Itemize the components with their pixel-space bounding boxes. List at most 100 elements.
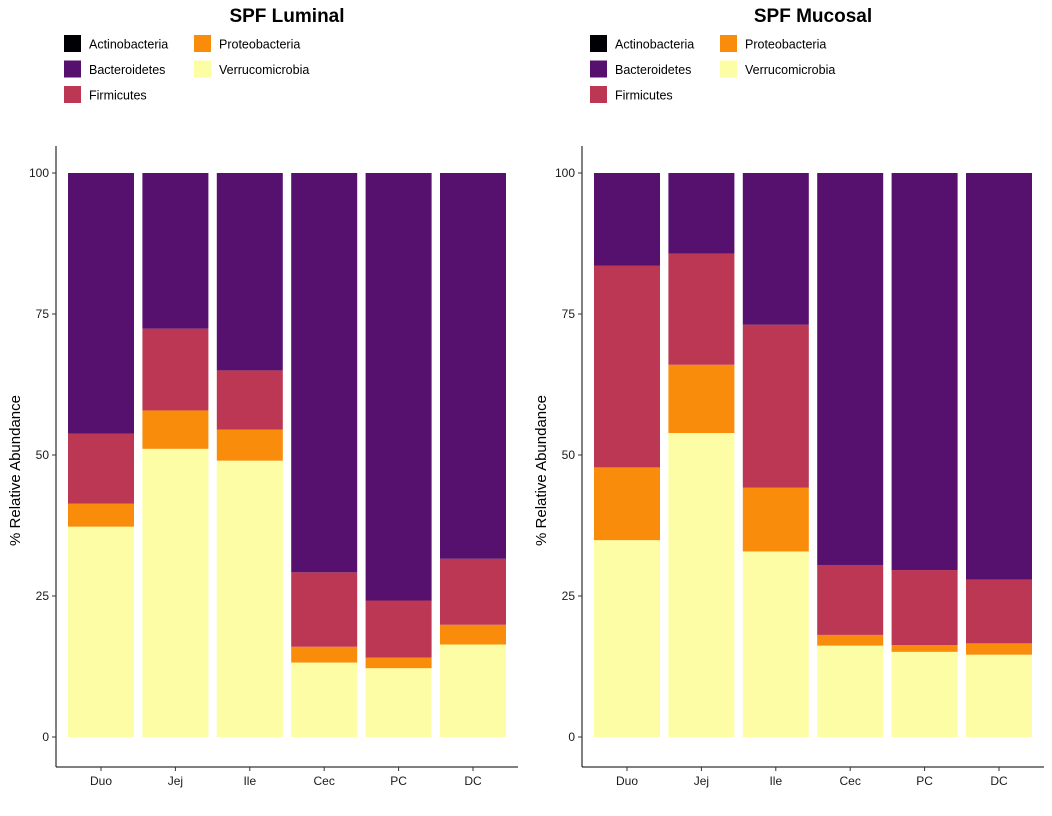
chart-panel-spf-luminal: SPF Luminal Actinobacteria Bacteroidetes Fi… (7, 6, 518, 788)
bar-jej-bacteroidetes (142, 173, 209, 329)
y-tick-label-0: 0 (568, 730, 575, 744)
bar-ile-verrucomicrobia (742, 551, 809, 737)
legend-item-proteobacteria: Proteobacteria (720, 35, 826, 52)
y-tick-label-25: 25 (562, 589, 576, 603)
y-tick-label-50: 50 (562, 448, 576, 462)
legend-label-verrucomicrobia: Verrucomicrobia (745, 63, 835, 77)
bar-duo-bacteroidetes (594, 173, 660, 266)
bar-duo-verrucomicrobia (68, 526, 134, 737)
legend-swatch-verrucomicrobia (720, 60, 737, 78)
legend-item-bacteroidetes: Bacteroidetes (590, 60, 691, 78)
bar-jej-proteobacteria (668, 364, 735, 434)
bar-stack-pc (365, 173, 432, 737)
bar-dc-verrucomicrobia (440, 644, 506, 737)
bar-dc-proteobacteria (440, 624, 506, 645)
legend-swatch-verrucomicrobia (194, 60, 211, 78)
legend-label-bacteroidetes: Bacteroidetes (615, 63, 691, 77)
y-tick-label-75: 75 (562, 307, 576, 321)
chart-title: SPF Mucosal (754, 6, 872, 27)
bar-dc-proteobacteria (966, 643, 1032, 655)
x-tick-label-pc: PC (916, 774, 933, 788)
legend-label-firmicutes: Firmicutes (89, 89, 147, 103)
x-tick-label-duo: Duo (616, 774, 638, 788)
bar-cec-bacteroidetes (291, 173, 358, 573)
bar-stack-duo (68, 173, 134, 737)
bars (594, 173, 1032, 737)
y-axis-label: % Relative Abundance (7, 395, 24, 546)
bar-cec-verrucomicrobia (817, 645, 884, 737)
legend-swatch-actinobacteria (590, 35, 607, 52)
x-tick-label-duo: Duo (90, 774, 112, 788)
legend: Actinobacteria Bacteroidetes Firmicutes Pro… (64, 35, 309, 103)
bar-ile-proteobacteria (742, 487, 809, 552)
bar-duo-firmicutes (594, 265, 660, 468)
bar-pc-proteobacteria (365, 657, 432, 669)
legend-label-verrucomicrobia: Verrucomicrobia (219, 63, 309, 77)
bar-jej-firmicutes (668, 253, 735, 365)
bar-pc-firmicutes (365, 600, 432, 658)
legend-label-proteobacteria: Proteobacteria (745, 38, 826, 52)
bar-stack-jej (668, 173, 735, 737)
bar-stack-cec (817, 173, 884, 737)
legend-swatch-proteobacteria (194, 35, 211, 52)
bar-pc-bacteroidetes (365, 173, 432, 601)
bar-ile-firmicutes (216, 370, 283, 430)
bar-dc-verrucomicrobia (966, 654, 1032, 737)
legend-item-firmicutes: Firmicutes (590, 86, 673, 103)
bar-pc-verrucomicrobia (891, 651, 958, 737)
y-tick-label-0: 0 (42, 730, 49, 744)
y-tick-label-100: 100 (555, 166, 575, 180)
bar-duo-proteobacteria (594, 467, 660, 541)
bar-duo-bacteroidetes (68, 173, 134, 434)
x-tick-label-ile: Ile (769, 774, 782, 788)
legend-label-bacteroidetes: Bacteroidetes (89, 63, 165, 77)
bar-stack-duo (594, 173, 660, 737)
legend-swatch-bacteroidetes (590, 60, 607, 78)
x-tick-label-ile: Ile (243, 774, 256, 788)
bar-stack-dc (440, 173, 506, 737)
x-tick-label-jej: Jej (168, 774, 183, 788)
bar-ile-verrucomicrobia (216, 460, 283, 737)
bar-stack-ile (742, 173, 809, 737)
y-tick-label-50: 50 (36, 448, 50, 462)
legend-item-verrucomicrobia: Verrucomicrobia (720, 60, 835, 78)
legend-label-firmicutes: Firmicutes (615, 89, 673, 103)
x-tick-label-dc: DC (990, 774, 1008, 788)
axes: 0 25 50 75 100 Duo Jej Ile Cec PC DC % Relative Abu… (7, 146, 518, 788)
legend-swatch-firmicutes (64, 86, 81, 103)
bar-stack-cec (291, 173, 358, 737)
y-tick-label-100: 100 (29, 166, 49, 180)
legend-item-firmicutes: Firmicutes (64, 86, 147, 103)
bar-cec-bacteroidetes (817, 173, 884, 565)
bar-dc-bacteroidetes (440, 173, 506, 559)
bar-jej-firmicutes (142, 328, 209, 411)
legend: Actinobacteria Bacteroidetes Firmicutes Pro… (590, 35, 835, 103)
legend-item-proteobacteria: Proteobacteria (194, 35, 300, 52)
x-tick-label-pc: PC (390, 774, 407, 788)
x-tick-label-jej: Jej (694, 774, 709, 788)
bar-pc-firmicutes (891, 570, 958, 646)
chart-panel-spf-mucosal: SPF Mucosal Actinobacteria Bacteroidetes Fi… (533, 6, 1044, 788)
bar-duo-verrucomicrobia (594, 540, 660, 737)
legend-label-proteobacteria: Proteobacteria (219, 38, 300, 52)
legend-swatch-bacteroidetes (64, 60, 81, 78)
bars (68, 173, 506, 737)
legend-label-actinobacteria: Actinobacteria (615, 38, 694, 52)
legend-swatch-firmicutes (590, 86, 607, 103)
legend-item-verrucomicrobia: Verrucomicrobia (194, 60, 309, 78)
legend-item-actinobacteria: Actinobacteria (64, 35, 168, 52)
bar-pc-proteobacteria (891, 645, 958, 652)
legend-item-bacteroidetes: Bacteroidetes (64, 60, 165, 78)
legend-item-actinobacteria: Actinobacteria (590, 35, 694, 52)
x-tick-label-cec: Cec (840, 774, 861, 788)
bar-dc-firmicutes (966, 579, 1032, 644)
bar-jej-proteobacteria (142, 410, 209, 449)
legend-swatch-actinobacteria (64, 35, 81, 52)
bar-duo-firmicutes (68, 433, 134, 504)
bar-stack-jej (142, 173, 209, 737)
bar-dc-firmicutes (440, 558, 506, 625)
bar-pc-bacteroidetes (891, 173, 958, 571)
bar-stack-ile (216, 173, 283, 737)
bar-jej-verrucomicrobia (668, 433, 735, 737)
